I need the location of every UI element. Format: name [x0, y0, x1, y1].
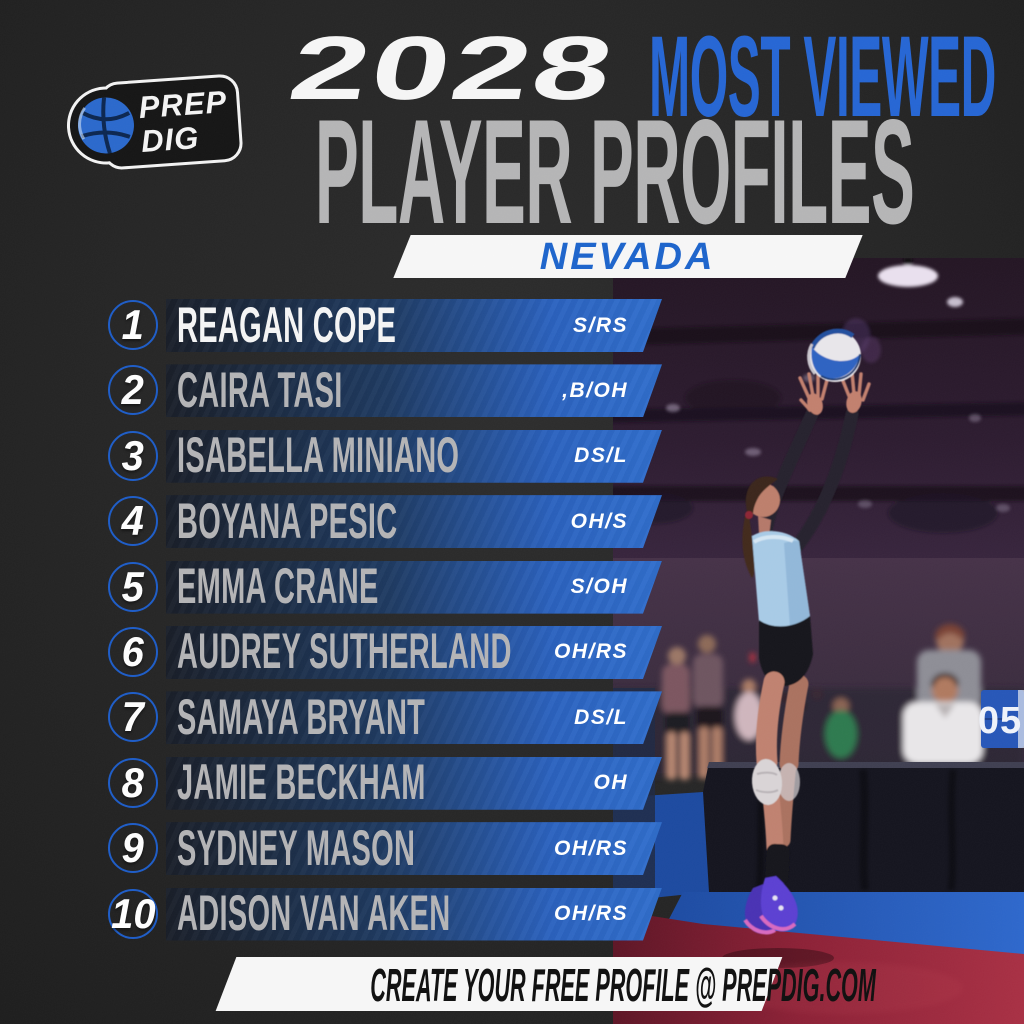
rank-number: 9 [121, 824, 145, 872]
player-bar: JAMIE BECKHAM OH [166, 757, 662, 810]
title-line2: PLAYER PROFILES [315, 88, 915, 255]
player-name: AUDREY SUTHERLAND [177, 623, 512, 680]
player-name: SAMAYA BRYANT [177, 688, 426, 745]
player-name: JAMIE BECKHAM [177, 754, 426, 811]
player-name: REAGAN COPE [177, 296, 397, 353]
player-bar: EMMA CRANE S/OH [166, 561, 662, 614]
player-list: REAGAN COPE S/RS 1 CAIRA TASI ,B/OH 2 IS… [0, 299, 1024, 953]
rank-badge: 7 [108, 692, 158, 743]
player-position: ,B/OH [562, 378, 628, 402]
rank-badge: 9 [108, 823, 158, 874]
player-row: JAMIE BECKHAM OH 8 [0, 757, 1024, 810]
player-bar: REAGAN COPE S/RS [166, 299, 662, 352]
player-row: ADISON VAN AKEN OH/RS 10 [0, 888, 1024, 941]
cta-label: CREATE YOUR FREE PROFILE @ PREPDIG.COM [370, 959, 876, 1011]
player-bar: ADISON VAN AKEN OH/RS [166, 888, 662, 941]
rank-badge: 2 [108, 365, 158, 416]
player-position: S/OH [570, 575, 628, 599]
player-row: SYDNEY MASON OH/RS 9 [0, 822, 1024, 875]
player-row: EMMA CRANE S/OH 5 [0, 561, 1024, 614]
rank-number: 1 [121, 301, 145, 348]
player-position: OH [593, 771, 628, 795]
logo-text-dig: DIG [140, 120, 200, 159]
player-position: OH/RS [553, 640, 628, 664]
player-row: SAMAYA BRYANT DS/L 7 [0, 691, 1024, 744]
rank-number: 2 [121, 366, 145, 414]
player-row: ISABELLA MINIANO DS/L 3 [0, 430, 1024, 483]
rank-number: 7 [121, 693, 145, 741]
region-label: NEVADA [539, 236, 716, 278]
player-bar: BOYANA PESIC OH/S [166, 495, 662, 548]
player-position: S/RS [572, 313, 628, 337]
player-position: OH/S [570, 509, 628, 533]
rank-badge: 4 [108, 496, 158, 547]
player-row: REAGAN COPE S/RS 1 [0, 299, 1024, 352]
player-row: BOYANA PESIC OH/S 4 [0, 495, 1024, 548]
player-bar: AUDREY SUTHERLAND OH/RS [166, 626, 662, 679]
rank-number: 3 [121, 431, 145, 479]
rank-badge: 3 [108, 430, 158, 481]
rank-badge: 8 [108, 757, 158, 808]
player-name: ISABELLA MINIANO [177, 427, 460, 484]
rank-badge: 10 [108, 888, 158, 939]
player-bar: SAMAYA BRYANT DS/L [166, 691, 662, 744]
rank-badge: 6 [108, 626, 158, 677]
logo-text-prep: PREP [138, 84, 229, 125]
rank-number: 8 [121, 758, 145, 806]
player-position: DS/L [574, 705, 628, 729]
player-bar: SYDNEY MASON OH/RS [166, 822, 662, 875]
cta-banner: CREATE YOUR FREE PROFILE @ PREPDIG.COM [215, 957, 876, 1011]
player-name: CAIRA TASI [177, 361, 343, 418]
player-bar: ISABELLA MINIANO DS/L [166, 430, 662, 483]
rank-number: 5 [121, 562, 145, 610]
player-position: OH/RS [553, 836, 628, 860]
player-name: ADISON VAN AKEN [177, 884, 451, 941]
player-position: DS/L [574, 444, 628, 468]
rank-number: 10 [110, 889, 156, 937]
rank-badge: 5 [108, 561, 158, 612]
player-row: CAIRA TASI ,B/OH 2 [0, 364, 1024, 417]
region-banner: NEVADA [393, 235, 863, 278]
rank-badge: 1 [108, 300, 158, 350]
player-name: BOYANA PESIC [177, 492, 398, 549]
prepdig-logo: PREP DIG [61, 66, 252, 183]
player-name: SYDNEY MASON [177, 819, 416, 876]
player-row: AUDREY SUTHERLAND OH/RS 6 [0, 626, 1024, 679]
player-name: EMMA CRANE [177, 557, 379, 614]
player-position: OH/RS [553, 902, 628, 926]
player-bar: CAIRA TASI ,B/OH [166, 364, 662, 417]
rank-number: 6 [121, 627, 145, 675]
rank-number: 4 [121, 497, 145, 545]
